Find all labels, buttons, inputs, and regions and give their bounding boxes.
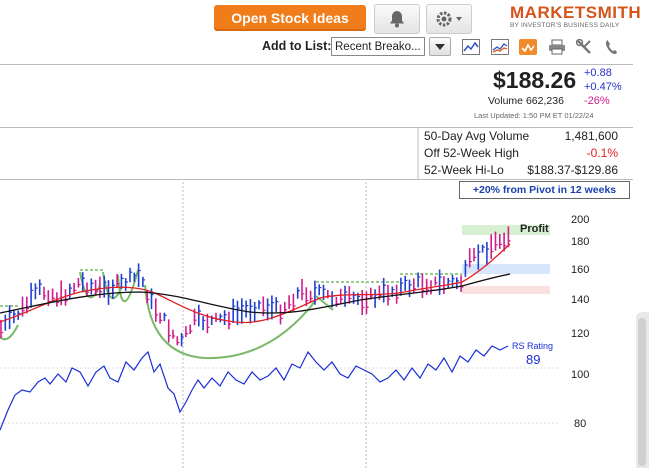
rs-line: [0, 345, 509, 431]
y-tick: 140: [571, 294, 589, 306]
print-icon: [549, 39, 565, 54]
alert-button[interactable]: [518, 37, 538, 56]
stat-value: $188.37-$129.86: [527, 163, 618, 177]
divider: [0, 127, 633, 128]
y-tick: 120: [571, 328, 589, 340]
y-tick: 80: [574, 418, 586, 430]
rs-rating-value: 89: [526, 352, 540, 367]
stat-value: -0.1%: [586, 146, 618, 160]
bell-icon: [390, 11, 404, 28]
base-pattern: [144, 284, 317, 360]
logo-mark: M: [510, 3, 525, 22]
chevron-down-icon: [435, 43, 445, 50]
rs-rating-label: RS Rating: [512, 341, 553, 351]
stat-label: Off 52-Week High: [424, 146, 519, 160]
tools-button[interactable]: [575, 37, 595, 56]
volume-value: 662,236: [525, 95, 564, 107]
moving-average-long: [0, 273, 511, 314]
open-stock-ideas-button[interactable]: Open Stock Ideas: [214, 5, 366, 31]
phone-button[interactable]: [603, 37, 623, 56]
profit-zone: [462, 225, 550, 235]
moving-average-short: [0, 243, 511, 324]
tools-icon: [576, 38, 591, 54]
stop-zone: [462, 286, 550, 294]
volume-label: Volume: [488, 95, 524, 107]
scrollbar-thumb[interactable]: [638, 318, 646, 466]
logo-tagline: BY INVESTOR'S BUSINESS DAILY: [510, 22, 620, 29]
marketsmith-logo: MARKETSMITH BY INVESTOR'S BUSINESS DAILY: [510, 3, 645, 33]
price-change: +0.88: [584, 67, 612, 79]
chart-icon: [462, 38, 480, 55]
y-tick: 200: [571, 214, 589, 226]
scrollbar[interactable]: [636, 312, 649, 468]
pivot-badge: +20% from Pivot in 12 weeks: [459, 181, 630, 199]
divider: [0, 179, 633, 180]
print-button[interactable]: [547, 37, 567, 56]
compare-chart-button[interactable]: [490, 37, 510, 56]
settings-button[interactable]: [426, 4, 472, 34]
y-tick: 160: [571, 264, 589, 276]
y-tick: 180: [571, 236, 589, 248]
add-to-list-label: Add to List:: [262, 39, 332, 53]
stock-price: $188.26: [493, 67, 577, 93]
y-tick: 100: [571, 369, 589, 381]
stat-value: 1,481,600: [564, 129, 618, 143]
phone-icon: [605, 39, 617, 54]
last-updated: Last Updated: 1:50 PM ET 01/22/24: [474, 111, 594, 120]
chart-view-button[interactable]: [461, 37, 481, 56]
profit-label: Profit: [520, 223, 549, 235]
stat-label: 50-Day Avg Volume: [424, 129, 530, 143]
volume: Volume 662,236: [488, 95, 564, 107]
list-dropdown-button[interactable]: [429, 37, 451, 56]
alert-icon: [519, 38, 537, 55]
buy-zone: [462, 264, 550, 274]
top-toolbar: Open Stock Ideas MARKETSMITH BY INVESTOR…: [0, 0, 649, 36]
stat-label: 52-Week Hi-Lo: [424, 163, 504, 177]
compare-chart-icon: [491, 38, 509, 55]
divider: [0, 64, 633, 65]
list-select[interactable]: Recent Breako...: [331, 37, 425, 56]
notifications-button[interactable]: [374, 4, 420, 34]
price-change-pct: +0.47%: [584, 81, 622, 93]
logo-wordmark: ARKETSMITH: [524, 3, 642, 22]
volume-change: -26%: [584, 95, 610, 107]
gear-icon: [436, 11, 462, 27]
list-bar: Add to List: Recent Breako...: [0, 36, 649, 58]
